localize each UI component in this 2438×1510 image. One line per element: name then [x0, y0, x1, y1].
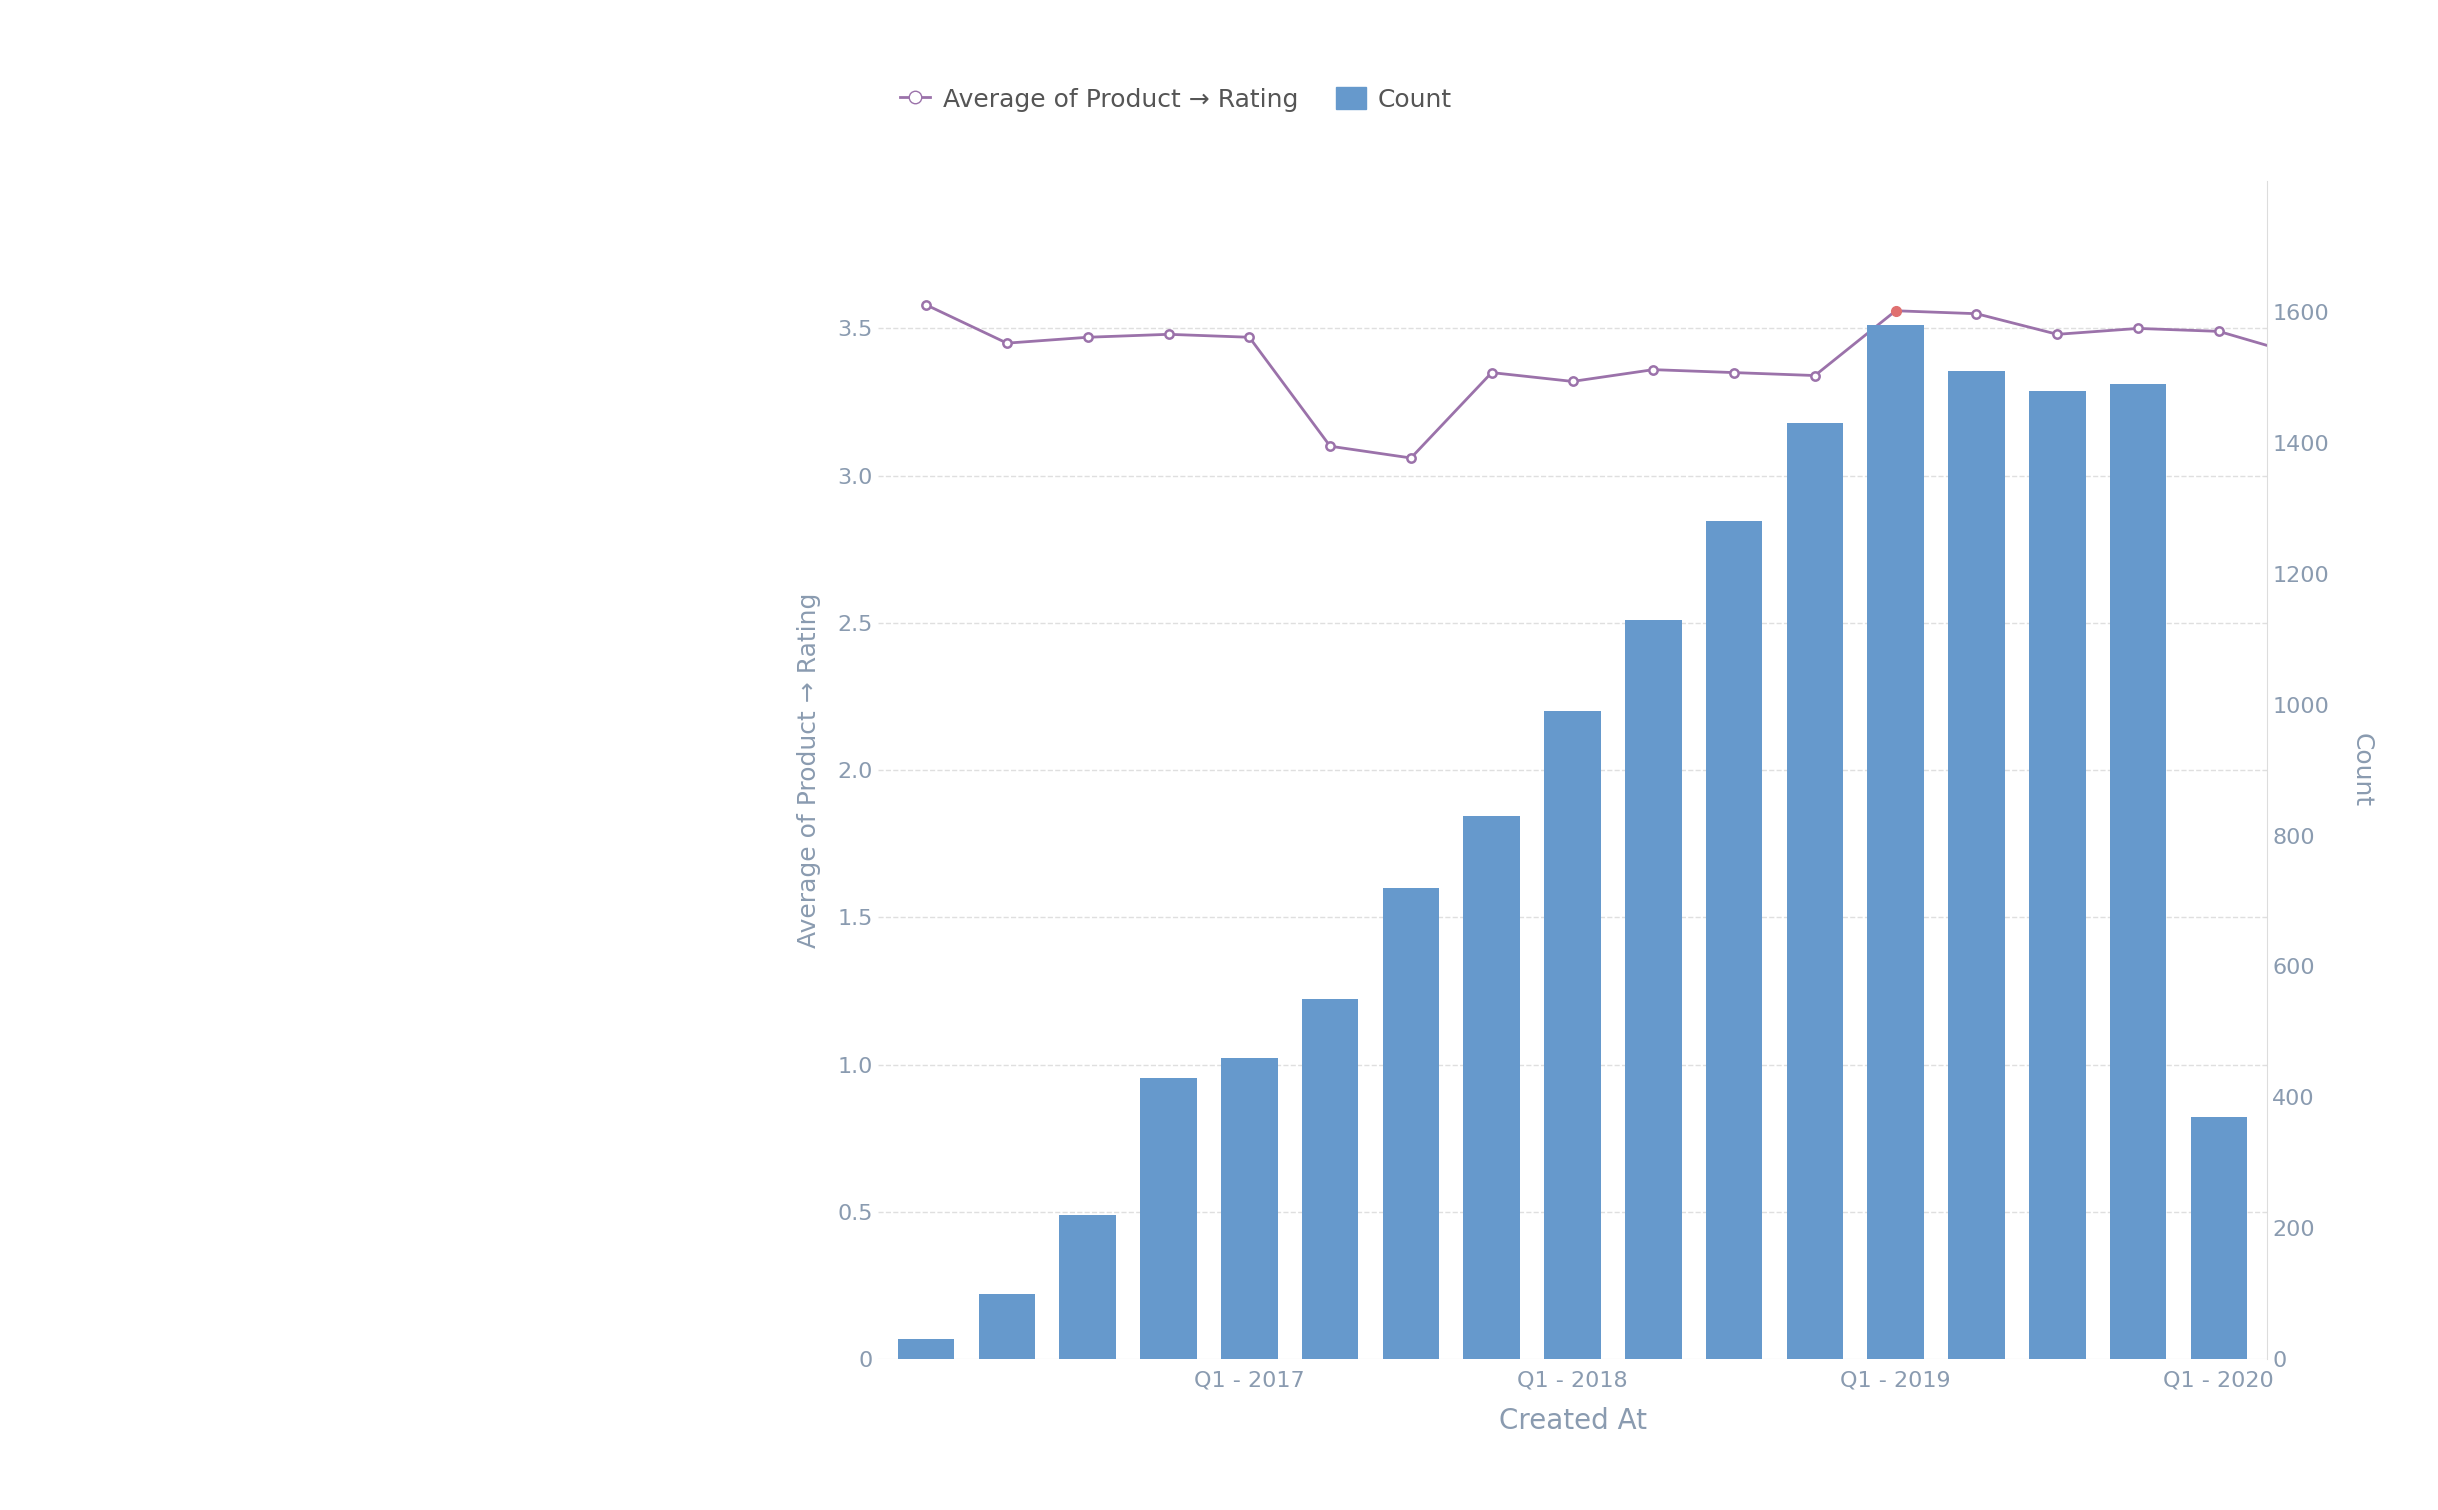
Bar	[978, 1294, 1036, 1359]
Bar	[1221, 1059, 1278, 1359]
Bar	[1382, 888, 1438, 1359]
Bar	[1787, 423, 1843, 1359]
Bar	[2192, 1117, 2248, 1359]
Bar	[1141, 1078, 1197, 1359]
Bar	[1302, 1000, 1358, 1359]
Bar	[1868, 325, 1924, 1359]
Bar	[1626, 619, 1682, 1359]
Bar	[1948, 371, 2004, 1359]
X-axis label: Created At: Created At	[1499, 1407, 1646, 1434]
Bar	[2109, 384, 2167, 1359]
Y-axis label: Average of Product → Rating: Average of Product → Rating	[797, 592, 822, 948]
Legend: Average of Product → Rating, Count: Average of Product → Rating, Count	[890, 77, 1463, 122]
Bar	[1707, 521, 1763, 1359]
Bar	[1061, 1216, 1117, 1359]
Y-axis label: Count: Count	[2350, 732, 2375, 808]
Bar	[1543, 711, 1602, 1359]
Bar	[897, 1339, 953, 1359]
Bar	[2028, 391, 2084, 1359]
Bar	[1463, 815, 1519, 1359]
